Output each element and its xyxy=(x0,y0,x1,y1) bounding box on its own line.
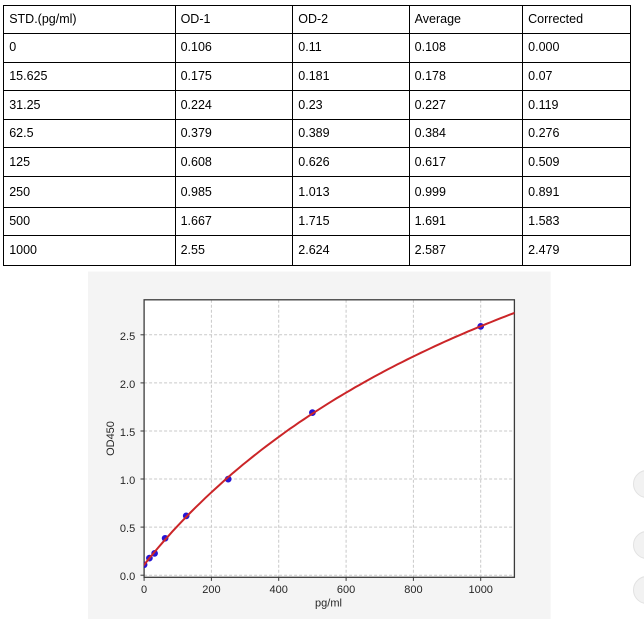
svg-text:0.5: 0.5 xyxy=(120,523,135,535)
svg-text:pg/ml: pg/ml xyxy=(315,598,342,610)
svg-text:0.0: 0.0 xyxy=(120,571,135,583)
svg-text:0: 0 xyxy=(141,584,147,596)
svg-text:600: 600 xyxy=(337,584,355,596)
svg-text:2.5: 2.5 xyxy=(120,331,135,343)
svg-text:2.0: 2.0 xyxy=(120,379,135,391)
svg-text:800: 800 xyxy=(404,584,422,596)
svg-text:400: 400 xyxy=(270,584,288,596)
svg-text:1.0: 1.0 xyxy=(120,475,135,487)
svg-text:1000: 1000 xyxy=(468,584,492,596)
svg-text:200: 200 xyxy=(202,584,220,596)
svg-text:OD450: OD450 xyxy=(105,421,117,456)
svg-text:1.5: 1.5 xyxy=(120,427,135,439)
